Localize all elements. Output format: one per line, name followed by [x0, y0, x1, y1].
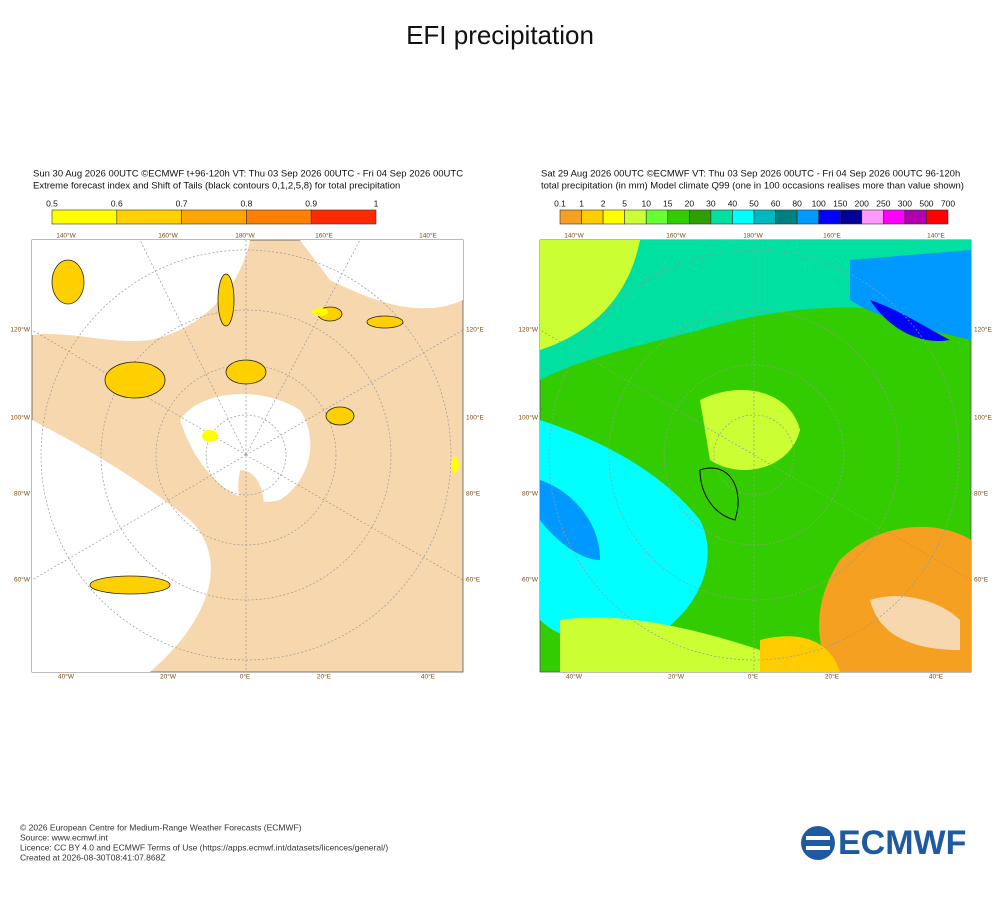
colorbar-label: 700: [941, 198, 955, 208]
colorbar-label: 15: [663, 198, 673, 208]
colorbar-box: [753, 209, 776, 225]
lon-label: 20°W: [668, 673, 685, 681]
ecmwf-logo: ECMWF: [801, 824, 966, 862]
colorbar-box: [775, 209, 798, 225]
climate-map: [539, 239, 972, 673]
colorbar-box: [116, 209, 182, 225]
colorbar-box: [796, 209, 819, 225]
colorbar-label: 0.9: [305, 198, 317, 208]
colorbar-label: 0.8: [240, 198, 252, 208]
colorbar-box: [904, 209, 927, 225]
colorbar-label: 0.5: [46, 198, 58, 208]
logo-text: ECMWF: [838, 824, 966, 862]
lon-label: 20°W: [160, 673, 177, 681]
lon-label: 160°E: [823, 232, 841, 240]
lon-label: 140°E: [927, 232, 945, 240]
lon-label: 140°W: [56, 232, 76, 240]
lon-label: 20°E: [825, 673, 840, 681]
colorbar-label: 30: [706, 198, 716, 208]
colorbar-box: [310, 209, 377, 225]
colorbar-box: [246, 209, 312, 225]
colorbar-label: 300: [898, 198, 912, 208]
colorbar-label: 40: [728, 198, 738, 208]
lon-label: 60°E: [974, 576, 989, 584]
colorbar-box: [926, 209, 949, 225]
colorbar-label: 250: [876, 198, 890, 208]
panel-header: total precipitation (in mm) Model climat…: [541, 181, 964, 192]
lon-label: 80°E: [466, 490, 481, 498]
efi-map: [31, 239, 464, 673]
colorbar-box: [818, 209, 841, 225]
colorbar-box: [581, 209, 604, 225]
colorbar-label: 200: [855, 198, 869, 208]
lon-label: 120°W: [10, 326, 30, 334]
lon-label: 80°W: [14, 490, 31, 498]
footer-line: Source: www.ecmwf.int: [20, 832, 108, 842]
lon-label: 180°W: [743, 232, 763, 240]
lon-label: 40°E: [421, 673, 436, 681]
colorbar-label: 500: [919, 198, 933, 208]
lon-label: 40°W: [566, 673, 583, 681]
colorbar-label: 80: [792, 198, 802, 208]
lon-label: 100°E: [466, 414, 484, 422]
lon-label: 0°E: [748, 673, 759, 681]
colorbar-label: 0.7: [176, 198, 188, 208]
colorbar-box: [710, 209, 733, 225]
colorbar-box: [559, 209, 582, 225]
footer-line: © 2026 European Centre for Medium-Range …: [20, 822, 302, 832]
colorbar-box: [689, 209, 712, 225]
panel-header: Sun 30 Aug 2026 00UTC ©ECMWF t+96-120h V…: [33, 169, 463, 180]
colorbar-box: [624, 209, 647, 225]
page-title: EFI precipitation: [406, 20, 594, 50]
colorbar-label: 1: [374, 198, 379, 208]
lon-label: 160°E: [315, 232, 333, 240]
colorbar-label: 50: [749, 198, 759, 208]
lon-label: 60°W: [14, 576, 31, 584]
panel-header: Extreme forecast index and Shift of Tail…: [33, 181, 400, 192]
lon-label: 120°E: [466, 326, 484, 334]
lon-label: 0°E: [240, 673, 251, 681]
footer-line: Created at 2026-08-30T08:41:07.868Z: [20, 852, 166, 862]
colorbar-box: [883, 209, 906, 225]
lon-label: 160°W: [666, 232, 686, 240]
lon-label: 80°W: [522, 490, 539, 498]
colorbar-box: [181, 209, 247, 225]
colorbar-label: 150: [833, 198, 847, 208]
lon-label: 80°E: [974, 490, 989, 498]
colorbar-label: 2: [601, 198, 606, 208]
lon-label: 100°E: [974, 414, 992, 422]
lon-label: 40°E: [929, 673, 944, 681]
lon-label: 100°W: [10, 414, 30, 422]
colorbar-label: 10: [641, 198, 651, 208]
colorbar-box: [667, 209, 690, 225]
panel-header: Sat 29 Aug 2026 00UTC ©ECMWF VT: Thu 03 …: [541, 169, 960, 180]
colorbar-box: [51, 209, 118, 225]
colorbar-label: 5: [622, 198, 627, 208]
lon-label: 60°W: [522, 576, 539, 584]
colorbar-label: 0.1: [554, 198, 566, 208]
colorbar-label: 1: [579, 198, 584, 208]
colorbar-box: [839, 209, 863, 225]
colorbar-box: [861, 209, 884, 225]
lon-label: 180°W: [235, 232, 255, 240]
lon-label: 160°W: [158, 232, 178, 240]
colorbar-label: 100: [812, 198, 826, 208]
colorbar-box: [645, 209, 669, 225]
lon-label: 60°E: [466, 576, 481, 584]
lon-label: 120°E: [974, 326, 992, 334]
footer-line: Licence: CC BY 4.0 and ECMWF Terms of Us…: [20, 842, 388, 852]
lon-label: 20°E: [317, 673, 332, 681]
lon-label: 100°W: [518, 414, 538, 422]
colorbar-label: 60: [771, 198, 781, 208]
colorbar-box: [602, 209, 625, 225]
lon-label: 140°W: [564, 232, 584, 240]
colorbar-label: 0.6: [111, 198, 123, 208]
lon-label: 40°W: [58, 673, 75, 681]
lon-label: 140°E: [419, 232, 437, 240]
colorbar-box: [732, 209, 755, 225]
colorbar-label: 20: [685, 198, 695, 208]
lon-label: 120°W: [518, 326, 538, 334]
